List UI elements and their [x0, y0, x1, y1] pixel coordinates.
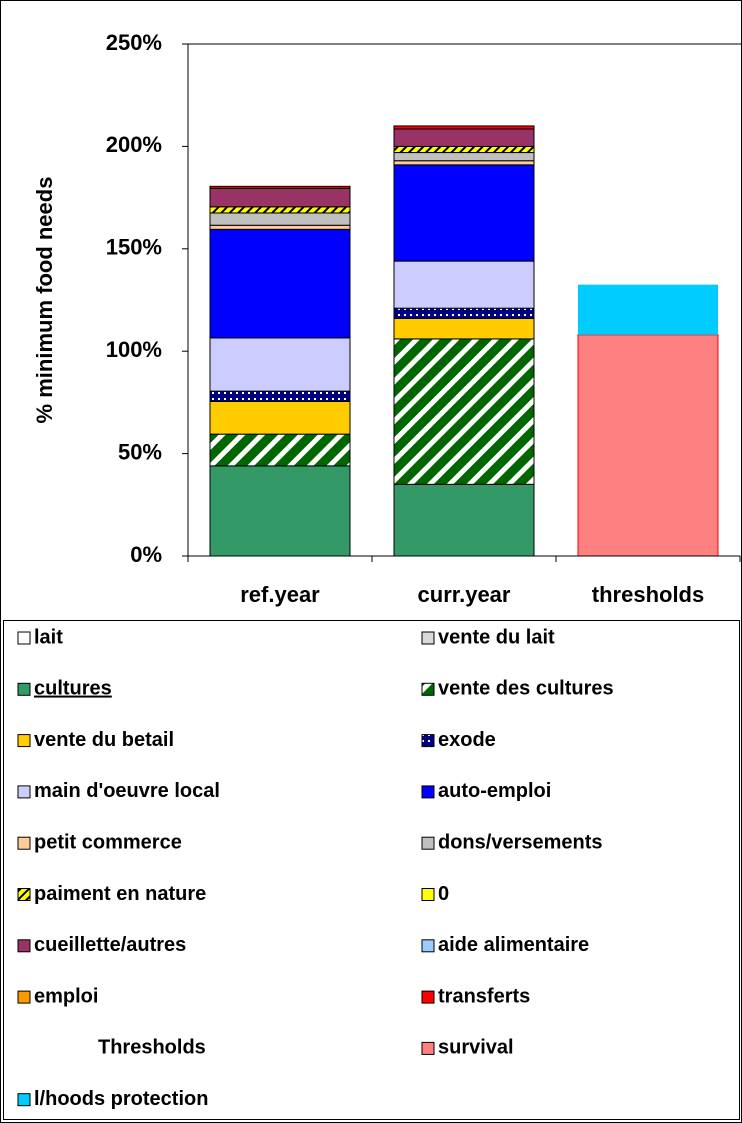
legend-label: exode — [438, 729, 496, 751]
y-axis-label: % minimum food needs — [32, 177, 57, 424]
legend-label: cultures — [34, 678, 112, 700]
legend-swatch — [421, 785, 435, 799]
legend-swatch — [17, 888, 31, 901]
legend-swatch — [17, 836, 31, 850]
legend-swatch — [421, 836, 435, 850]
bar-segment — [209, 390, 351, 402]
legend-swatch — [421, 734, 435, 748]
legend-box — [3, 620, 740, 1120]
bar-segment — [209, 228, 351, 339]
bar-segment — [209, 185, 351, 189]
legend-label: emploi — [34, 985, 98, 1007]
legend-label: vente des cultures — [438, 678, 614, 700]
legend-swatch — [421, 1041, 435, 1055]
legend-swatch — [421, 682, 435, 696]
legend-label: main d'oeuvre local — [34, 780, 220, 802]
bar-segment — [393, 483, 535, 557]
bar-segment — [209, 224, 351, 230]
legend-label: survival — [438, 1037, 514, 1059]
legend-label: l/hoods protection — [34, 1088, 208, 1110]
y-tick-label: 50% — [118, 439, 162, 464]
bar-segment — [393, 164, 535, 262]
bar-segment — [209, 337, 351, 392]
y-tick-label: 200% — [106, 132, 162, 157]
bar-segment — [393, 307, 535, 319]
legend-label: vente du betail — [34, 729, 174, 751]
legend-label: transferts — [438, 985, 530, 1007]
legend-swatch — [421, 631, 435, 645]
legend-swatch — [421, 888, 435, 901]
bar-segment — [209, 400, 351, 435]
y-tick-label: 0% — [130, 542, 162, 567]
bar-segment — [393, 152, 535, 162]
x-tick-label: curr.year — [418, 582, 511, 607]
bar-segment — [209, 433, 351, 467]
legend-swatch — [17, 785, 31, 799]
legend-label: petit commerce — [34, 831, 182, 853]
legend-label: 0 — [438, 883, 449, 905]
bar-segment — [577, 334, 719, 557]
legend-label: lait — [34, 626, 63, 648]
legend-label: paiment en nature — [34, 883, 206, 905]
legend-label: cueillette/autres — [34, 934, 186, 956]
bar-segment — [393, 125, 535, 130]
bar-segment — [393, 160, 535, 166]
legend-label: auto-emploi — [438, 780, 551, 802]
legend-label: dons/versements — [438, 831, 603, 853]
legend-label: aide alimentaire — [438, 934, 589, 956]
legend-label: vente du lait — [438, 626, 555, 648]
y-tick-label: 150% — [106, 235, 162, 260]
bar-segment — [209, 212, 351, 226]
legend-swatch — [17, 631, 31, 645]
y-tick-label: 250% — [106, 30, 162, 55]
legend-swatch — [17, 682, 31, 696]
bar-segment — [209, 465, 351, 557]
bar-segment — [578, 284, 718, 335]
legend-swatch — [17, 990, 31, 1004]
legend-swatch — [17, 939, 31, 953]
legend-swatch — [17, 1093, 31, 1107]
x-tick-label: thresholds — [592, 582, 704, 607]
bar-segment — [393, 338, 535, 485]
bar-segment — [393, 260, 535, 309]
legend-swatch — [17, 734, 31, 748]
legend-swatch — [421, 939, 435, 953]
y-tick-label: 100% — [106, 337, 162, 362]
bar-segment — [393, 317, 535, 340]
bar-segment — [393, 145, 535, 154]
bar-segment — [209, 187, 351, 208]
legend-heading: Thresholds — [98, 1037, 206, 1059]
x-tick-label: ref.year — [240, 582, 320, 607]
bar-segment — [393, 128, 535, 147]
legend-swatch — [421, 990, 435, 1004]
bar-segment — [209, 206, 351, 214]
